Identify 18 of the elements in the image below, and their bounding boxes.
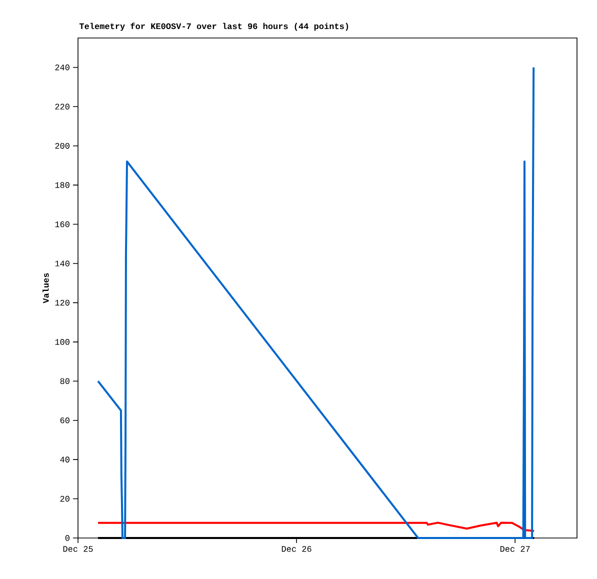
y-tick-label: 120	[55, 300, 70, 306]
y-tick-label: 140	[55, 260, 70, 266]
y-tick-label: 160	[55, 221, 70, 228]
chart-title: Telemetry for KE0OSV-7 over last 96 hours (44 points)	[79, 22, 348, 31]
y-axis-title: Values	[42, 273, 49, 304]
y-tick-label: 20	[60, 496, 70, 502]
y-tick-label: 40	[60, 456, 70, 462]
x-tick-label: Dec 26	[282, 546, 312, 552]
y-tick-label: 60	[60, 417, 70, 424]
y-tick-label: 200	[55, 142, 70, 149]
x-tick-label: Dec 27	[500, 546, 530, 552]
y-tick-label: 180	[55, 182, 70, 188]
y-tick-label: 0	[65, 535, 70, 541]
y-tick-label: 240	[55, 64, 70, 70]
y-tick-label: 220	[55, 104, 70, 110]
y-tick-label: 80	[60, 378, 70, 384]
x-tick-label: Dec 25	[63, 546, 93, 552]
y-tick-label: 100	[55, 339, 70, 345]
